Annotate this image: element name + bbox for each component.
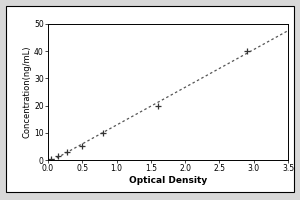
X-axis label: Optical Density: Optical Density	[129, 176, 207, 185]
Y-axis label: Concentration(ng/mL): Concentration(ng/mL)	[22, 46, 31, 138]
